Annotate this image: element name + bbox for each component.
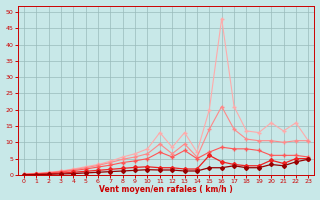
X-axis label: Vent moyen/en rafales ( km/h ): Vent moyen/en rafales ( km/h ) (99, 185, 233, 194)
